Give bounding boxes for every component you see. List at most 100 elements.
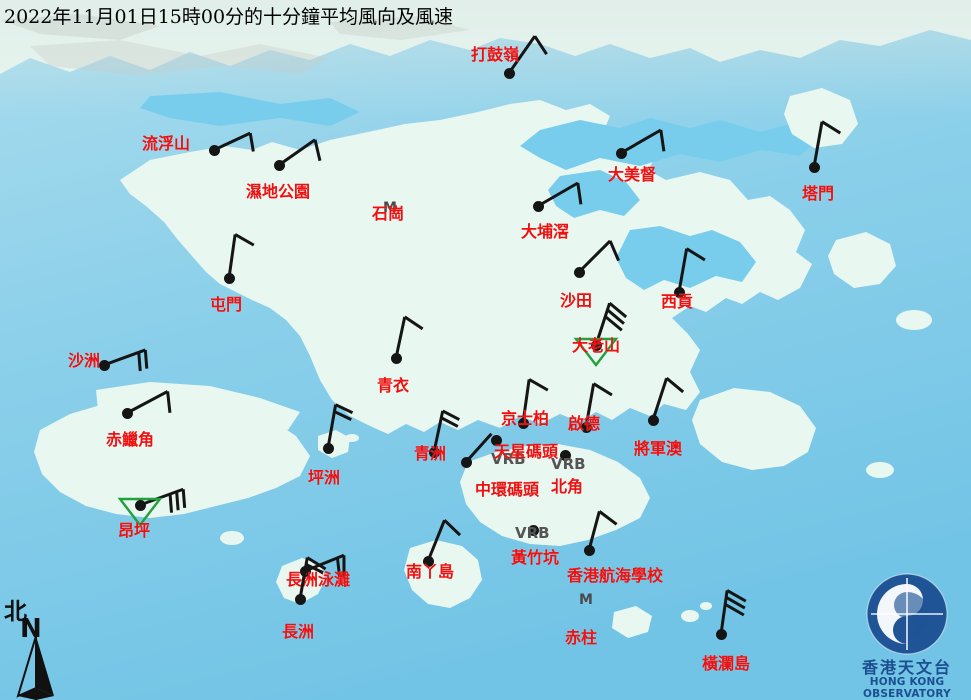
wind-barb-icon xyxy=(587,510,618,551)
station-label: 黃竹坑 xyxy=(511,548,560,567)
wind-barb-icon xyxy=(432,409,460,453)
chek-lap-kok-island xyxy=(96,382,300,430)
station-label: 流浮山 xyxy=(142,134,191,153)
logo-name-cn: 香港天文台 xyxy=(861,658,952,677)
station-label: 橫瀾島 xyxy=(702,654,751,673)
wind-barb-icon xyxy=(651,377,685,421)
wind-barb-icon xyxy=(521,378,549,424)
station-dot xyxy=(716,629,727,640)
station-label: 赤鱲角 xyxy=(106,430,155,449)
station-dot xyxy=(616,148,627,159)
po-toi-islands xyxy=(612,606,652,638)
station-label: 西貢 xyxy=(661,292,694,311)
station-label: 濕地公園 xyxy=(246,182,311,201)
station-dot xyxy=(122,408,133,419)
station-dot xyxy=(584,545,595,556)
wind-barb-icon xyxy=(139,487,187,513)
logo-name-en: HONG KONG OBSERVATORY xyxy=(863,676,951,700)
variable-wind-marker: VRB xyxy=(551,455,586,473)
hko-logo-icon xyxy=(866,573,948,655)
urban-texture xyxy=(0,14,470,76)
station-dot xyxy=(533,201,544,212)
station-dot xyxy=(429,447,440,458)
compass-label-cn: 北 xyxy=(4,598,27,625)
wind-barb-icon xyxy=(394,315,424,359)
wind-barb-icon xyxy=(126,390,172,415)
wind-barb-icon xyxy=(298,556,327,600)
wind-barb-icon xyxy=(103,348,149,372)
missing-data-marker: M xyxy=(383,200,397,216)
station-label: 大埔滘 xyxy=(521,222,570,241)
station-dot xyxy=(461,457,472,468)
wind-barb-icon xyxy=(812,120,842,168)
station-dot xyxy=(518,418,529,429)
station-dot xyxy=(224,273,235,284)
new-territories-landmass xyxy=(120,100,812,434)
station-dot xyxy=(574,267,585,278)
station-label: 沙洲 xyxy=(68,351,101,370)
station-dot xyxy=(423,556,434,567)
missing-data-marker: M xyxy=(579,592,593,608)
station-dot xyxy=(323,443,334,454)
station-dot xyxy=(560,450,571,461)
station-label: 啟德 xyxy=(568,414,601,433)
variable-wind-marker: VRB xyxy=(515,524,550,542)
station-label: 長洲 xyxy=(282,622,315,641)
station-dot xyxy=(209,145,220,156)
station-label: 天星碼頭 xyxy=(494,442,559,461)
station-label: 南丫島 xyxy=(406,562,455,581)
wind-barb-icon xyxy=(719,589,747,635)
station-label: 赤柱 xyxy=(565,628,598,647)
station-label: 石崗 xyxy=(372,204,405,223)
station-label: 塔門 xyxy=(802,184,835,203)
station-label: 沙田 xyxy=(560,291,593,310)
station-label: 將軍澳 xyxy=(634,439,683,458)
station-label: 打鼓嶺 xyxy=(471,45,520,64)
station-dot xyxy=(295,594,306,605)
wind-barb-icon xyxy=(537,181,583,208)
wind-barb-icon xyxy=(213,131,255,152)
station-dot xyxy=(135,500,146,511)
station-label: 大美督 xyxy=(608,165,657,184)
wind-barb-icon xyxy=(227,233,255,279)
station-label: 昂坪 xyxy=(118,521,151,540)
deep-bay-water xyxy=(140,92,360,126)
wind-barb-icon xyxy=(278,138,322,167)
station-label: 北角 xyxy=(551,477,584,496)
tolo-harbour-water xyxy=(520,118,820,170)
station-label: 中環碼頭 xyxy=(475,480,540,499)
station-dot xyxy=(491,435,502,446)
wind-barb-icon xyxy=(577,239,620,274)
wind-barb-icon xyxy=(507,35,548,74)
sai-kung-peninsula xyxy=(692,388,816,470)
variable-wind-marker: VRB xyxy=(491,450,526,468)
hong-kong-island xyxy=(460,444,650,546)
wind-barb-icon xyxy=(584,382,613,428)
station-label: 坪洲 xyxy=(308,468,341,487)
wind-barb-icon xyxy=(677,247,706,293)
station-label: 香港航海學校 xyxy=(567,566,664,585)
wind-barb-icon xyxy=(426,519,462,562)
wind-barb-icon xyxy=(464,432,493,464)
station-dot xyxy=(648,415,659,426)
lantau-island xyxy=(34,392,310,518)
minor-islets xyxy=(220,310,932,622)
station-dot xyxy=(809,162,820,173)
tolo-channel-water xyxy=(548,170,640,218)
station-dot xyxy=(274,160,285,171)
station-label: 屯門 xyxy=(210,295,243,314)
station-label: 大老山 xyxy=(572,336,621,355)
station-dot xyxy=(391,353,402,364)
wind-barb-icon xyxy=(620,128,666,155)
station-dot xyxy=(674,287,685,298)
station-dot xyxy=(504,68,515,79)
station-label: 青衣 xyxy=(377,376,410,395)
gale-triangle-icon xyxy=(117,497,163,527)
gale-triangle-icon xyxy=(573,337,619,367)
wind-barb-icon xyxy=(594,302,628,346)
station-dot xyxy=(591,340,602,351)
station-label: 青洲 xyxy=(414,444,447,463)
eastern-islands xyxy=(828,232,896,288)
